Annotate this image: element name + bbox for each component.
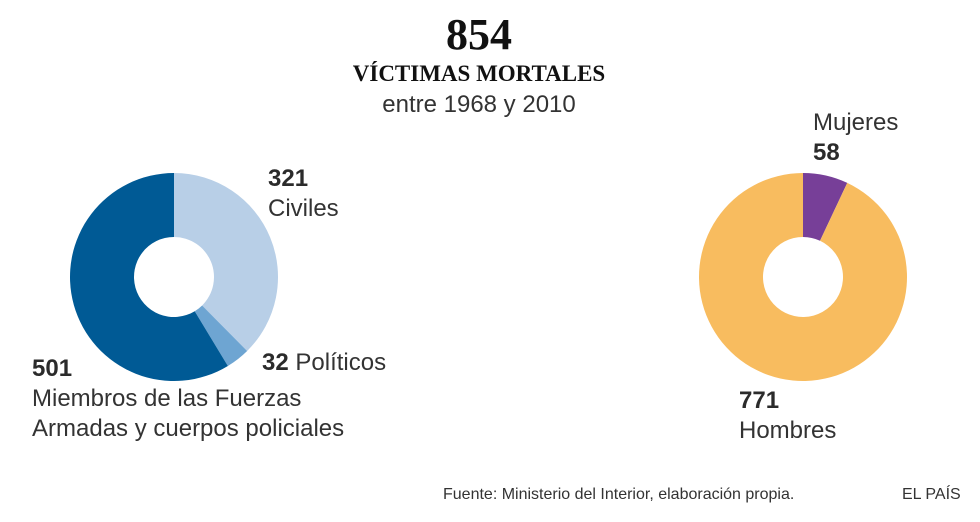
chart-subtitle: entre 1968 y 2010 bbox=[382, 91, 576, 118]
name-politicos: Políticos bbox=[295, 349, 387, 376]
name-mujeres: Mujeres bbox=[813, 109, 899, 136]
name-fuerzas-line1: Miembros de las Fuerzas bbox=[32, 385, 302, 412]
label-hombres: 771 Hombres bbox=[739, 386, 836, 446]
source-note: Fuente: Ministerio del Interior, elabora… bbox=[443, 486, 795, 503]
name-civiles: Civiles bbox=[268, 195, 339, 222]
donut-chart-gender bbox=[698, 173, 908, 381]
brand-logo-text: EL PAÍS bbox=[902, 486, 961, 503]
label-fuerzas: 501 Miembros de las Fuerzas Armadas y cu… bbox=[32, 354, 344, 444]
value-mujeres: 58 bbox=[813, 139, 840, 166]
value-politicos: 32 bbox=[262, 349, 289, 376]
gender-slice-mujeres bbox=[803, 173, 848, 241]
collective-slice-politicos bbox=[194, 305, 248, 366]
label-civiles: 321 Civiles bbox=[268, 164, 339, 224]
label-politicos: 32 Políticos bbox=[262, 348, 386, 378]
collective-slice-civiles bbox=[174, 172, 279, 351]
total-victims-number: 854 bbox=[446, 10, 512, 59]
value-fuerzas: 501 bbox=[32, 355, 73, 382]
collective-slice-miembros bbox=[70, 173, 228, 381]
gender-slice-hombres bbox=[698, 173, 908, 381]
name-hombres: Hombres bbox=[739, 417, 837, 444]
name-fuerzas-line2: Armadas y cuerpos policiales bbox=[32, 415, 345, 442]
label-mujeres: Mujeres 58 bbox=[813, 108, 898, 168]
chart-title: VÍCTIMAS MORTALES bbox=[352, 61, 606, 86]
donut-chart-collectives bbox=[70, 172, 279, 381]
value-hombres: 771 bbox=[739, 387, 780, 414]
value-civiles: 321 bbox=[268, 165, 309, 192]
